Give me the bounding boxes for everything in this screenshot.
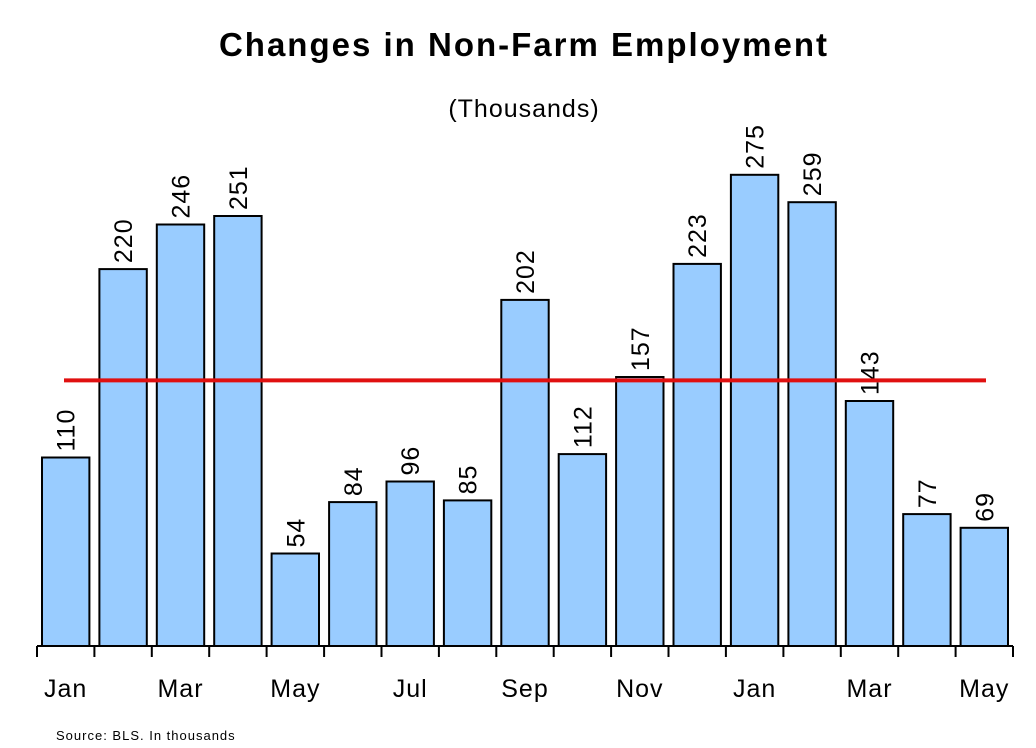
bar-value-label: 220	[110, 218, 138, 263]
bar-value-label: 69	[971, 492, 999, 522]
bar-value-label: 275	[742, 124, 770, 169]
bar	[213, 215, 263, 647]
bar	[270, 552, 321, 647]
bar-value-label: 54	[282, 518, 310, 548]
x-tick-label: Nov	[616, 675, 663, 703]
bar	[902, 513, 952, 647]
source-note: Source: BLS. In thousands	[56, 728, 236, 743]
bar-value-label: 110	[53, 409, 81, 452]
bar-value-label: 84	[340, 466, 368, 496]
bar	[500, 298, 550, 647]
x-tick-label: Mar	[157, 675, 203, 703]
bar-value-label: 112	[569, 405, 597, 448]
bar	[385, 480, 435, 647]
x-tick-label: May	[959, 675, 1009, 703]
chart-title: Changes in Non-Farm Employment	[219, 26, 829, 63]
bars-group	[41, 173, 1009, 648]
bar-value-label: 96	[397, 446, 425, 476]
bar	[615, 376, 665, 647]
bar	[155, 223, 206, 647]
bar	[328, 501, 378, 647]
bar	[844, 400, 895, 647]
bar-value-label: 202	[512, 249, 540, 294]
bar	[41, 456, 91, 647]
data-labels-group: 110 220 246 251 54 84 96 85 202 112 157 223 275 259 14…	[53, 124, 1000, 547]
x-tick-label: Mar	[846, 675, 892, 703]
bar	[672, 262, 722, 647]
bar	[729, 173, 780, 648]
bar	[98, 268, 148, 647]
x-axis: Jan Mar May Jul Sep Nov Jan Mar May	[36, 645, 1014, 703]
bar-value-label: 143	[857, 350, 885, 395]
bar-value-label: 259	[799, 151, 827, 196]
bar	[959, 526, 1009, 647]
x-tick-label: Jul	[393, 675, 428, 703]
bar-value-label: 246	[168, 174, 196, 219]
x-tick-label: Jan	[733, 675, 776, 703]
bar	[557, 453, 608, 647]
x-tick-label: Sep	[501, 675, 548, 703]
bar-value-label: 85	[455, 465, 483, 495]
chart-subtitle: (Thousands)	[448, 95, 599, 123]
bar-value-label: 223	[684, 213, 712, 258]
x-tick-label: Jan	[44, 675, 87, 703]
bar-value-label: 157	[627, 326, 655, 371]
bar-value-label: 251	[225, 165, 253, 210]
bar-value-label: 77	[914, 478, 942, 508]
bar	[787, 201, 837, 647]
x-tick-label: May	[270, 675, 320, 703]
bar	[442, 499, 493, 647]
